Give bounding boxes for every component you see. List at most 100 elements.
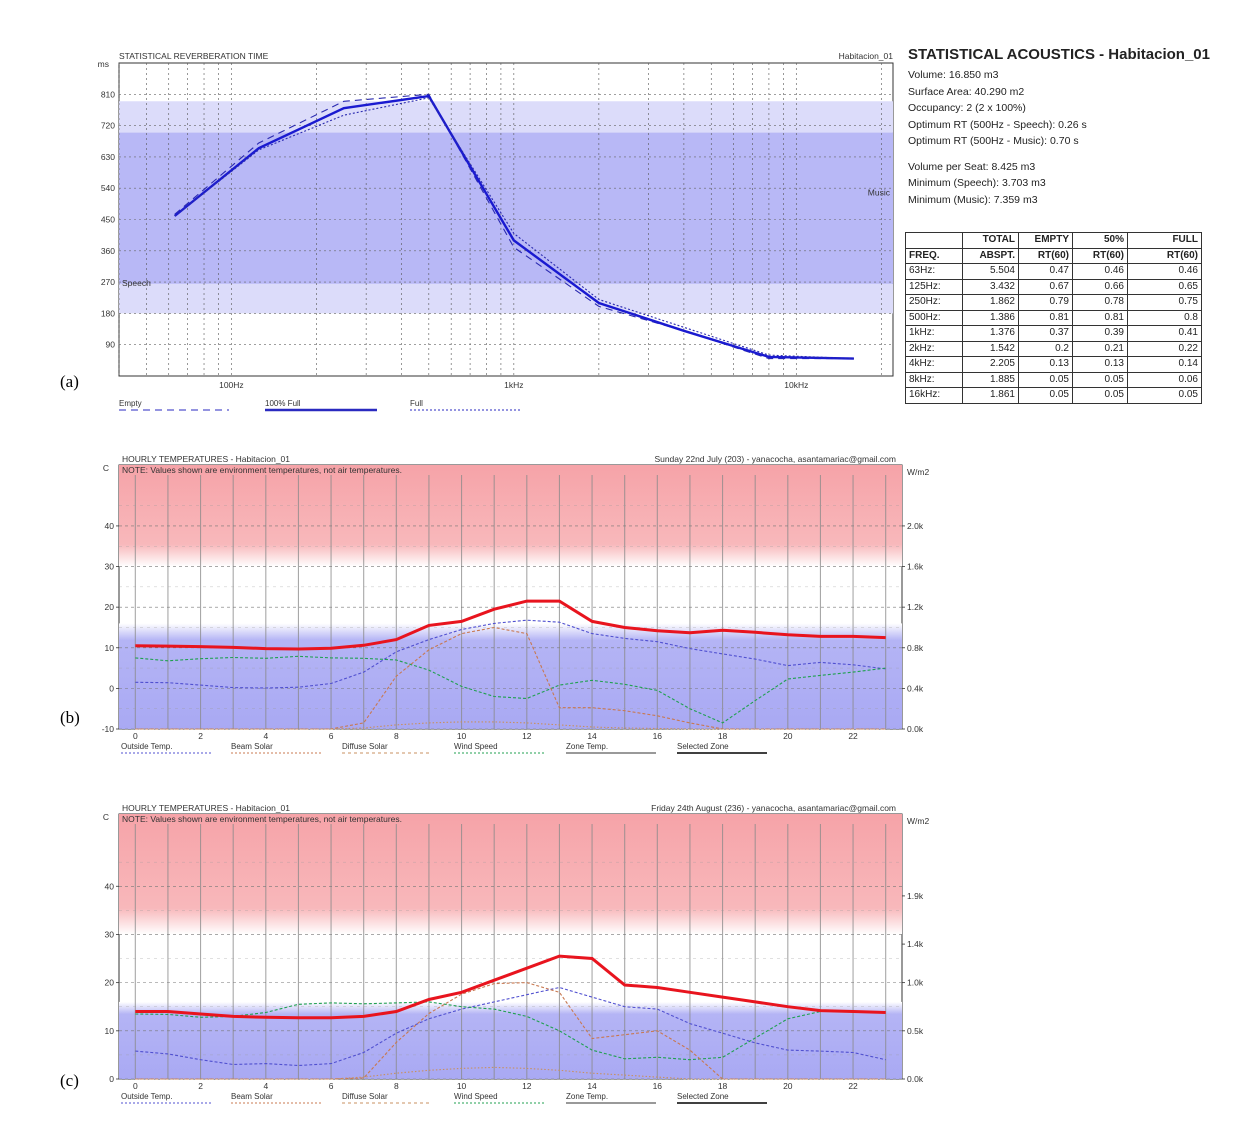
table-cell: 1.386	[962, 309, 1019, 326]
cool-band	[119, 1001, 902, 1079]
rt-ytick-label: 720	[101, 121, 115, 131]
table-row: 125Hz: 3.432 0.67 0.66 0.65	[905, 278, 1202, 295]
music-band-label: Music	[868, 188, 891, 198]
hourly-legend-label: Selected Zone	[677, 742, 729, 751]
hourly-xtick-label: 0	[133, 731, 138, 741]
table-header-cell: RT(60)	[1127, 247, 1202, 264]
hourly-ytick-label: 10	[105, 1026, 115, 1036]
hourly-xtick-label: 2	[198, 731, 203, 741]
hourly-ytick-label: 30	[105, 929, 115, 939]
panel-label-a: (a)	[60, 372, 79, 391]
table-cell: 0.22	[1127, 340, 1202, 357]
hourly-ytick-label: -10	[102, 724, 115, 734]
hourly-yunit-right: W/m2	[907, 816, 929, 826]
hourly-y2tick-label: 1.2k	[907, 602, 924, 612]
table-cell: 0.65	[1127, 278, 1202, 295]
rt-band	[119, 283, 893, 314]
rt-ytick-label: 540	[101, 183, 115, 193]
hourly-series-line	[135, 599, 886, 651]
table-cell: 0.46	[1127, 263, 1202, 280]
hourly-legend-label: Selected Zone	[677, 1092, 729, 1101]
rt-ytick-label: 180	[101, 308, 115, 318]
hourly-series-line	[135, 619, 886, 689]
hourly-xtick-label: 8	[394, 731, 399, 741]
hourly-xtick-label: 14	[587, 1081, 597, 1091]
hourly-ytick-label: 30	[105, 562, 115, 572]
table-cell: 0.21	[1072, 340, 1128, 357]
hourly-legend-label: Zone Temp.	[566, 742, 608, 751]
hourly-xtick-label: 22	[848, 731, 858, 741]
table-cell: 0.05	[1018, 387, 1073, 404]
hourly-legend-label: Beam Solar	[231, 1092, 273, 1101]
table-cell: 0.78	[1072, 294, 1128, 311]
hourly-y2tick-label: 0.0k	[907, 724, 924, 734]
rt-legend-label: 100% Full	[265, 399, 301, 408]
hourly-legend-label: Wind Speed	[454, 1092, 498, 1101]
table-header-cell: EMPTY	[1018, 232, 1073, 249]
table-row: 1kHz: 1.376 0.37 0.39 0.41	[905, 325, 1202, 342]
hourly-ytick-label: 0	[109, 1074, 114, 1084]
hourly-ytick-label: 40	[105, 881, 115, 891]
table-cell: 63Hz:	[905, 263, 963, 280]
hourly-xtick-label: 10	[457, 731, 467, 741]
rt-series-line	[173, 94, 854, 360]
table-cell: 0.05	[1072, 371, 1128, 388]
hourly-xtick-label: 18	[718, 731, 728, 741]
hourly-legend-label: Diffuse Solar	[342, 742, 388, 751]
table-cell: 1.861	[962, 387, 1019, 404]
rt-series-line	[174, 97, 854, 360]
table-row: 8kHz: 1.885 0.05 0.05 0.06	[905, 371, 1202, 388]
hourly-y2tick-label: 0.0k	[907, 1074, 924, 1084]
table-header-cell: FREQ.	[905, 247, 963, 264]
hourly-xtick-label: 20	[783, 731, 793, 741]
hourly-xtick-label: 8	[394, 1081, 399, 1091]
hourly-series-line	[135, 986, 886, 1067]
hourly-yunit-left: C	[103, 463, 109, 473]
rt-ytick-label: 810	[101, 89, 115, 99]
volume-text: Volume: 16.850 m3	[908, 69, 999, 81]
hourly-y2tick-label: 1.0k	[907, 978, 924, 988]
hourly-chart-title: HOURLY TEMPERATURES - Habitacion_01	[122, 803, 290, 813]
hourly-series-line	[135, 954, 886, 1020]
table-cell: 500Hz:	[905, 309, 963, 326]
rt-xtick-label: 1kHz	[504, 380, 523, 390]
table-cell: 0.05	[1018, 371, 1073, 388]
table-header-cell	[905, 232, 963, 249]
hourly-chart-subtitle: Friday 24th August (236) - yanacocha, as…	[651, 803, 896, 813]
hourly-series-line	[135, 1001, 886, 1061]
hourly-y2tick-label: 0.8k	[907, 643, 924, 653]
hourly-ytick-label: 20	[105, 602, 115, 612]
table-header-row: FREQ. ABSPT. RT(60) RT(60) RT(60)	[905, 247, 1202, 264]
hourly-ytick-label: 10	[105, 643, 115, 653]
hourly-xtick-label: 16	[653, 731, 663, 741]
rt-table: TOTAL EMPTY 50% FULL FREQ. ABSPT. RT(60)…	[905, 232, 1202, 404]
table-cell: 8kHz:	[905, 371, 963, 388]
table-row: 500Hz: 1.386 0.81 0.81 0.8	[905, 309, 1202, 326]
hourly-xtick-label: 18	[718, 1081, 728, 1091]
table-row: 2kHz: 1.542 0.2 0.21 0.22	[905, 340, 1202, 357]
table-row: 63Hz: 5.504 0.47 0.46 0.46	[905, 263, 1202, 280]
table-cell: 5.504	[962, 263, 1019, 280]
hot-band	[119, 465, 902, 567]
table-cell: 3.432	[962, 278, 1019, 295]
minimum-music-text: Minimum (Music): 7.359 m3	[908, 193, 1038, 206]
table-cell: 1.862	[962, 294, 1019, 311]
table-cell: 0.47	[1018, 263, 1073, 280]
table-cell: 4kHz:	[905, 356, 963, 373]
table-cell: 1.376	[962, 325, 1019, 342]
hourly-y2tick-label: 1.4k	[907, 939, 924, 949]
hourly-series-line	[135, 721, 886, 730]
hourly-chart-subtitle: Sunday 22nd July (203) - yanacocha, asan…	[654, 454, 896, 464]
minimum-speech-text: Minimum (Speech): 3.703 m3	[908, 177, 1046, 189]
table-header-cell: RT(60)	[1072, 247, 1128, 264]
hourly-legend-label: Diffuse Solar	[342, 1092, 388, 1101]
rt-ytick-label: 90	[106, 340, 116, 350]
cool-band	[119, 623, 902, 729]
table-row: 250Hz: 1.862 0.79 0.78 0.75	[905, 294, 1202, 311]
table-header-row: TOTAL EMPTY 50% FULL	[905, 232, 1202, 249]
rt-legend-label: Empty	[119, 399, 142, 408]
acoustics-summary: STATISTICAL ACOUSTICS - Habitacion_01 Vo…	[908, 46, 1210, 208]
table-cell: 0.79	[1018, 294, 1073, 311]
table-cell: 1kHz:	[905, 325, 963, 342]
